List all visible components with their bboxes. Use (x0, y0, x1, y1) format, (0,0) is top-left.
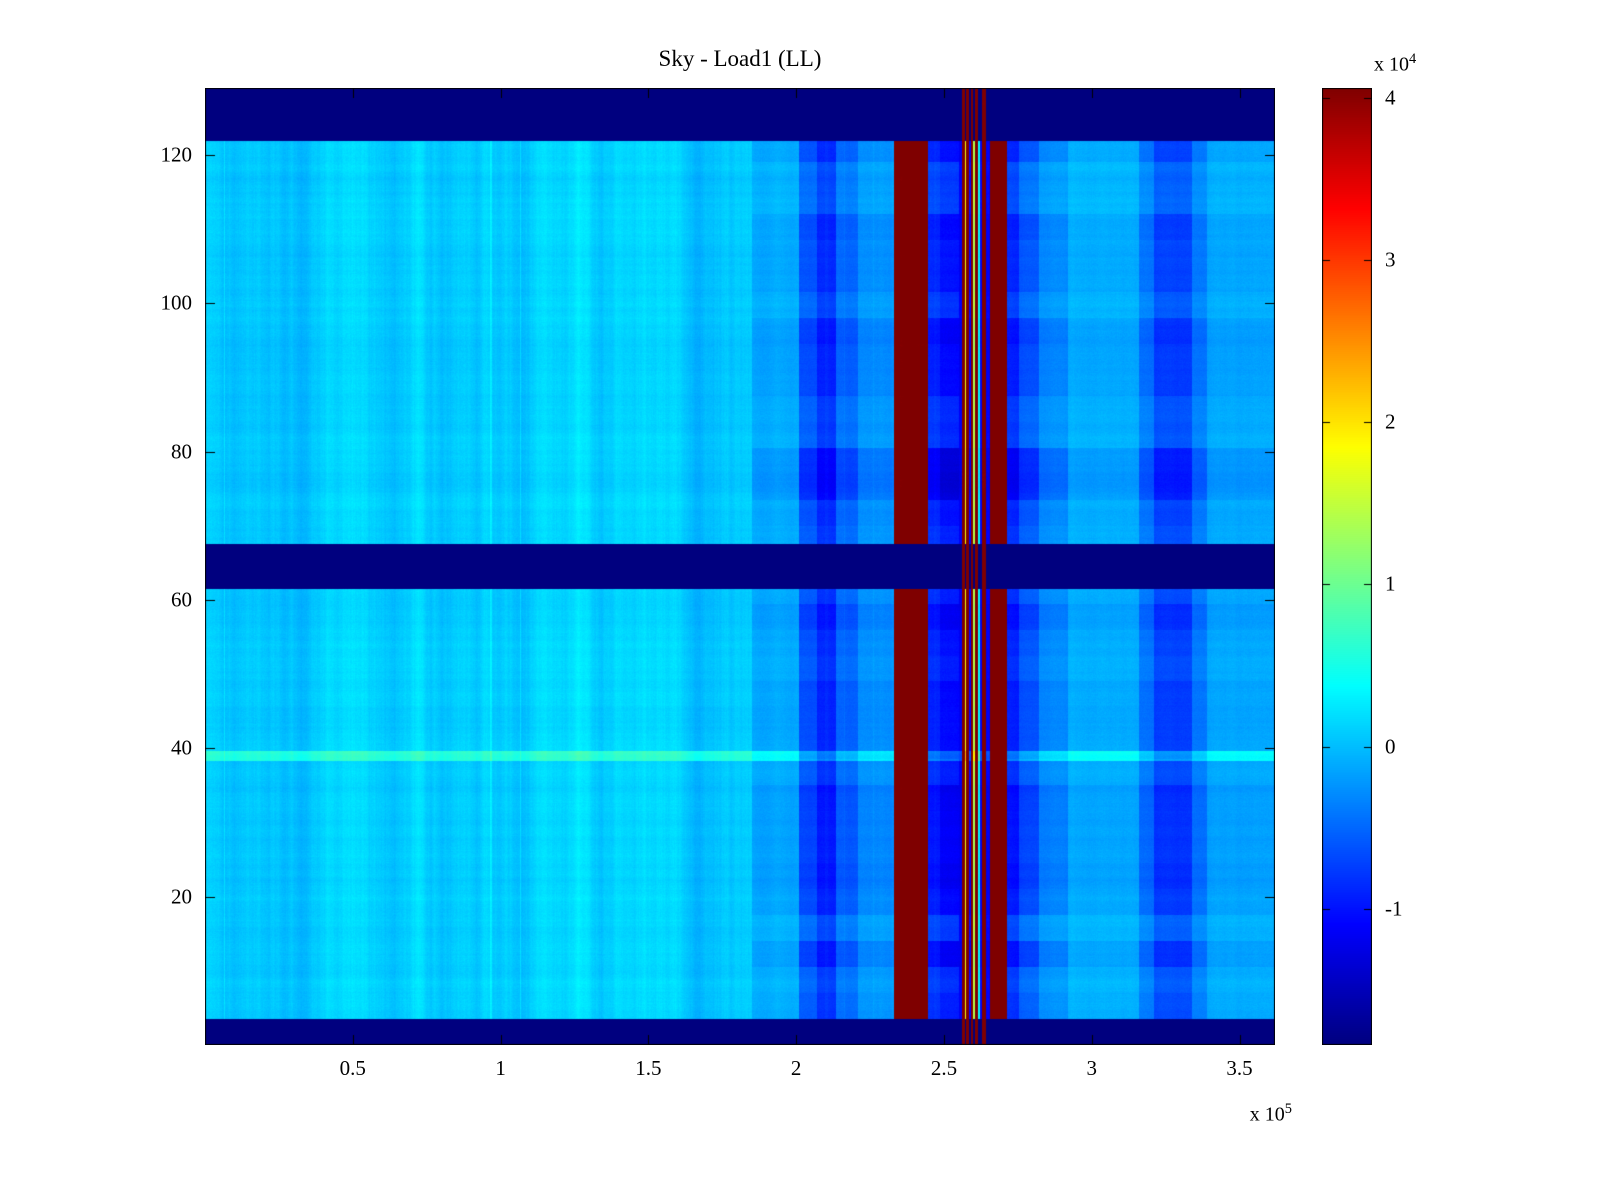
y-tick-label: 80 (171, 439, 192, 463)
y-tick-label: 100 (160, 290, 193, 315)
y-tick-label: 40 (171, 735, 192, 760)
x-tick-label: 0.5 (339, 1056, 366, 1080)
colorbar-exponent-prefix: x 10 (1374, 53, 1409, 76)
x-tick-label: 1 (495, 1056, 506, 1080)
colorbar-tick-label: 2 (1385, 409, 1396, 434)
colorbar-tick-label: 1 (1385, 571, 1396, 596)
x-exponent-prefix: x 10 (1249, 1103, 1285, 1126)
heatmap-image (205, 88, 1275, 1045)
colorbar-tick-label: 0 (1385, 734, 1396, 759)
x-tick-label: 1.5 (635, 1056, 662, 1080)
x-tick-label: 2 (790, 1056, 802, 1080)
y-tick-label: 20 (171, 884, 192, 909)
x-tick-label: 3.5 (1226, 1056, 1253, 1080)
colorbar (1322, 88, 1372, 1045)
colorbar-tick-label: -1 (1385, 896, 1403, 921)
x-tick-label: 3 (1086, 1056, 1097, 1080)
x-tick-label: 2.5 (930, 1056, 958, 1080)
y-tick-label: 120 (160, 142, 193, 167)
colorbar-tick-label: 3 (1385, 247, 1396, 272)
colorbar-tick-label: 4 (1385, 85, 1396, 110)
x-axis-exponent-label: x 105 (1250, 1102, 1292, 1125)
x-exponent-power: 5 (1284, 1101, 1292, 1117)
y-tick-label: 60 (171, 587, 192, 612)
colorbar-exponent-power: 4 (1409, 51, 1417, 67)
chart-title: Sky - Load1 (LL) (658, 46, 822, 71)
colorbar-exponent-label: x 104 (1374, 52, 1416, 75)
